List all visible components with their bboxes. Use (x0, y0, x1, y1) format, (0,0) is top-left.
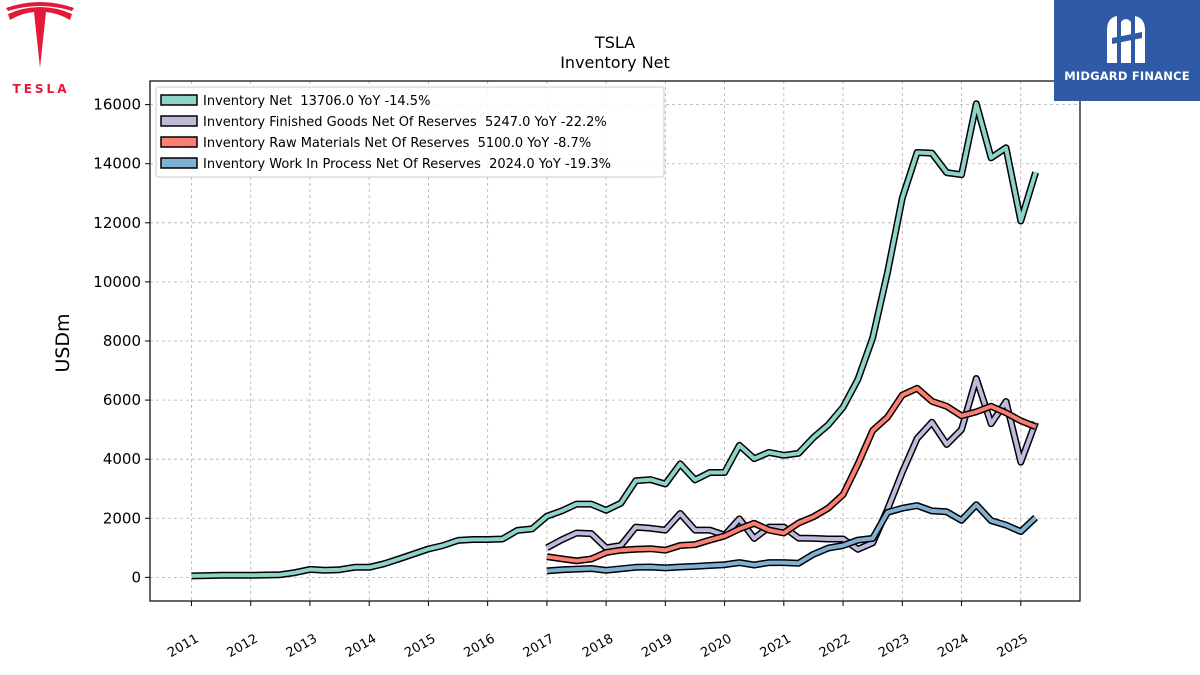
x-tick-label: 2024 (935, 631, 971, 661)
chart-title: TSLA (594, 33, 635, 52)
x-tick-label: 2012 (225, 631, 261, 661)
tesla-wordmark: TESLA (12, 82, 70, 96)
x-tick-label: 2017 (521, 631, 557, 661)
x-tick-label: 2021 (758, 631, 794, 661)
series-line-0 (191, 101, 1038, 578)
tesla-t-icon (6, 2, 74, 68)
series-line-1 (545, 376, 1038, 552)
legend-swatch (160, 157, 198, 169)
x-tick-label: 2018 (580, 631, 616, 661)
y-tick-label: 4000 (103, 450, 141, 468)
y-tick-label: 16000 (93, 96, 141, 114)
x-tick-label: 2014 (343, 631, 379, 661)
chart-subtitle: Inventory Net (560, 53, 670, 72)
midgard-m-icon (1107, 16, 1145, 63)
x-tick-label: 2016 (461, 631, 497, 661)
y-tick-label: 8000 (103, 332, 141, 350)
x-tick-label: 2015 (402, 631, 438, 661)
y-axis-label: USDm (52, 313, 74, 372)
y-tick-label: 12000 (93, 214, 141, 232)
legend-label: Inventory Net 13706.0 YoY -14.5% (203, 94, 430, 109)
x-tick-label: 2011 (165, 631, 201, 661)
legend-label: Inventory Work In Process Net Of Reserve… (203, 157, 611, 172)
x-tick-label: 2020 (698, 631, 734, 661)
legend-box (155, 86, 665, 178)
series-line-2 (546, 386, 1037, 563)
x-tick-label: 2022 (817, 631, 853, 661)
x-tick-label: 2013 (284, 631, 320, 661)
y-tick-label: 2000 (103, 509, 141, 527)
y-tick-label: 10000 (93, 273, 141, 291)
series-layer (191, 100, 1039, 580)
y-tick-label: 14000 (93, 155, 141, 173)
y-axis: 0 2000 4000 6000 8000 10000 12000 14000 16000 (93, 96, 150, 586)
legend: Inventory Net 13706.0 YoY -14.5% Inventor… (155, 86, 665, 178)
legend-swatch (160, 115, 198, 127)
y-tick-label: 0 (131, 568, 141, 586)
midgard-finance-logo: MIDGARD FINANCE (1054, 0, 1200, 101)
x-tick-label: 2023 (876, 631, 912, 661)
x-tick-label: 2019 (639, 631, 675, 661)
x-tick-label: 2025 (995, 631, 1031, 661)
midgard-wordmark: MIDGARD FINANCE (1064, 69, 1190, 83)
legend-label: Inventory Finished Goods Net Of Reserves… (203, 115, 607, 130)
tesla-logo: TESLA (0, 0, 80, 100)
series-line-3 (546, 502, 1037, 573)
legend-label: Inventory Raw Materials Net Of Reserves … (203, 136, 591, 151)
legend-swatch (160, 94, 198, 106)
x-axis: 2011 2012 2013 2014 2015 2016 2017 2018 2019 2020… (165, 601, 1031, 661)
y-tick-label: 6000 (103, 391, 141, 409)
legend-swatch (160, 136, 198, 148)
